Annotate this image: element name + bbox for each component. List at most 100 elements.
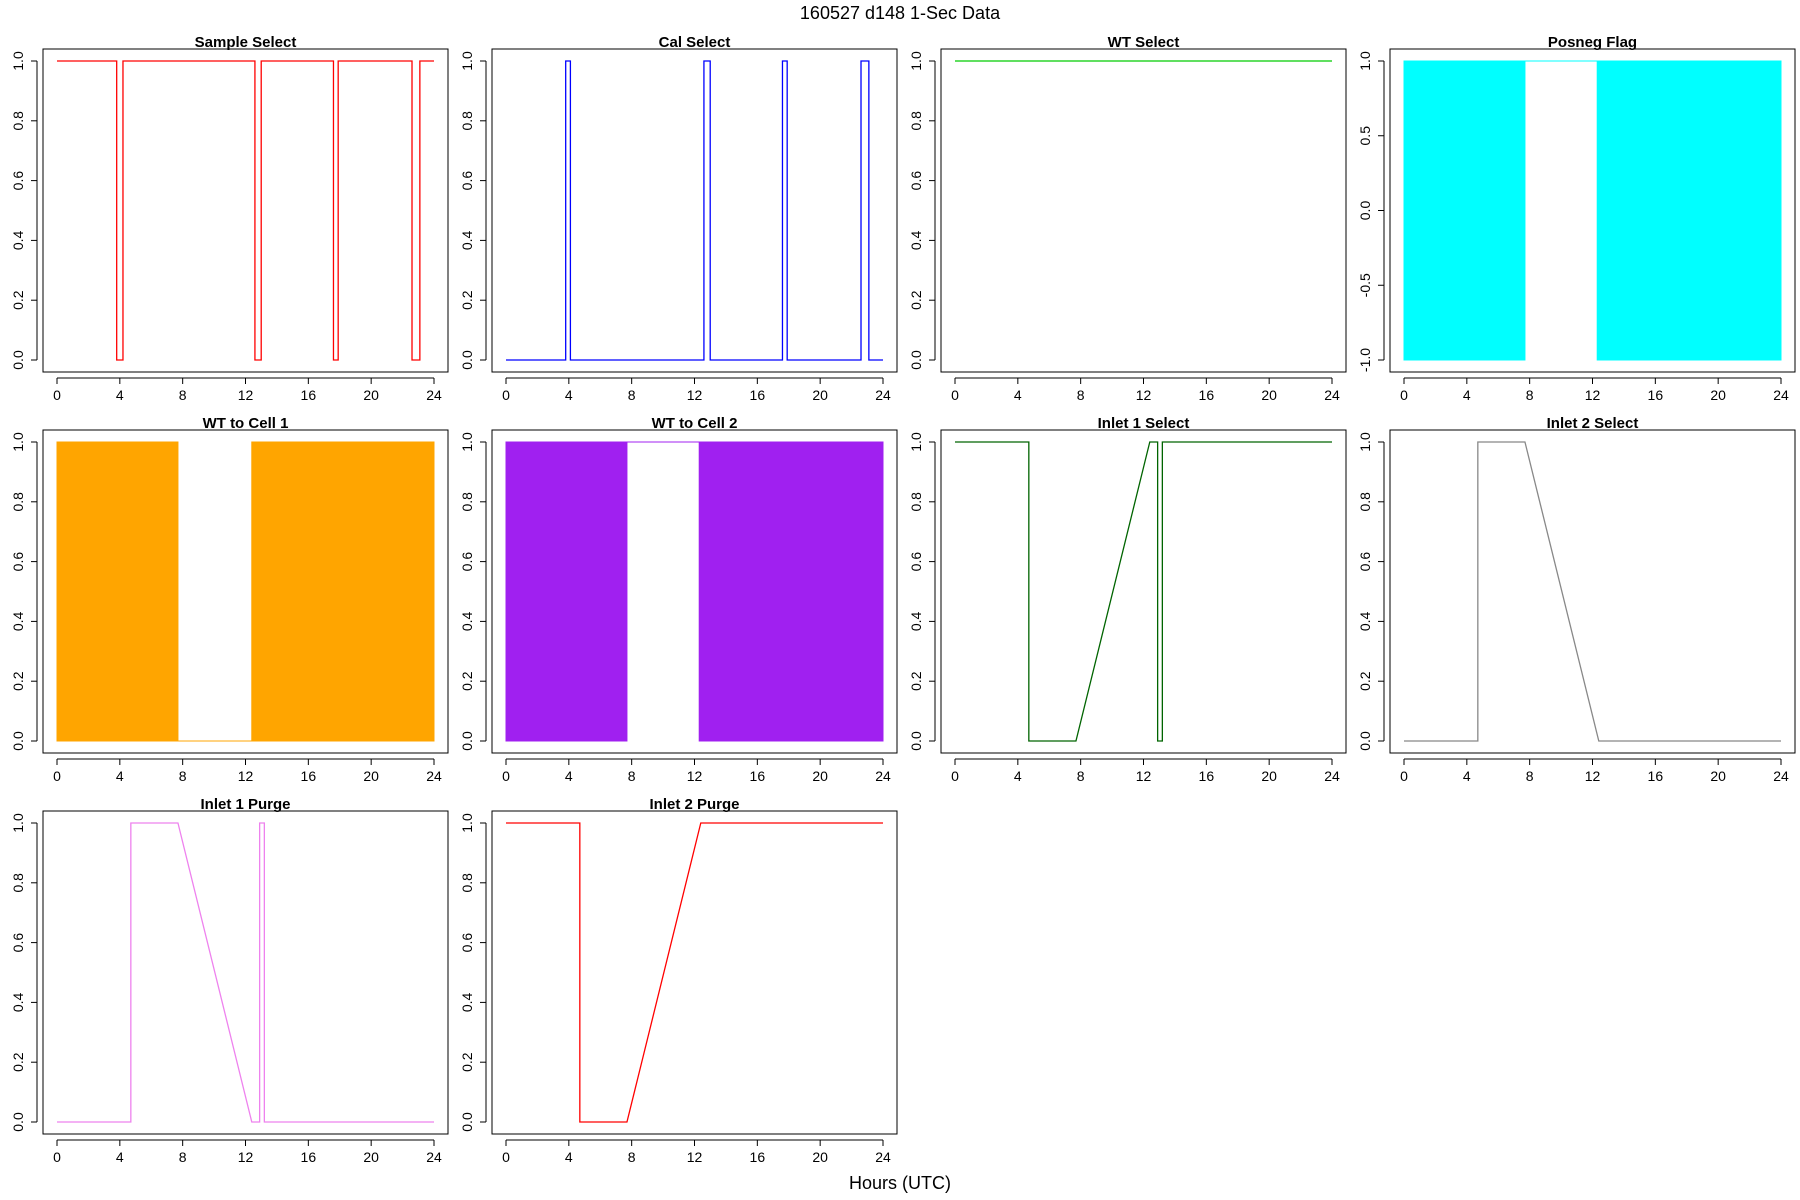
y-axis: 0.0 0.2 0.4 0.6 0.8 1.0	[459, 51, 487, 370]
y-tick-label: 0.0	[459, 1112, 475, 1132]
x-tick-label: 8	[179, 768, 187, 784]
y-tick-label: 0.0	[10, 731, 26, 751]
y-tick-label: -1.0	[1357, 348, 1373, 372]
x-tick-label: 0	[951, 387, 959, 403]
x-tick-label: 12	[1585, 387, 1601, 403]
plot-frame	[42, 48, 449, 373]
x-tick-label: 16	[750, 768, 766, 784]
x-tick-label: 20	[1261, 387, 1277, 403]
y-tick-label: 0.2	[459, 671, 475, 691]
x-tick-label: 0	[53, 387, 61, 403]
x-tick-label: 12	[687, 1149, 703, 1165]
y-tick-label: 0.6	[908, 552, 924, 572]
series-area	[1403, 60, 1782, 361]
x-tick-label: 8	[1526, 768, 1534, 784]
x-tick-label: 24	[426, 387, 442, 403]
x-axis: 0 4 8 12 16 20 24	[951, 377, 1340, 403]
x-axis: 0 4 8 12 16 20 24	[53, 758, 442, 784]
x-tick-label: 20	[812, 1149, 828, 1165]
y-tick-label: 0.8	[1357, 492, 1373, 512]
series-line	[57, 60, 434, 361]
x-tick-label: 12	[687, 768, 703, 784]
panel-1: Sample Select 0 4 8 12 16 20 24 0.0 0.2 0.4 0.6 0.8 1…	[10, 34, 449, 403]
y-tick-label: 0.0	[10, 350, 26, 370]
series-area	[56, 441, 435, 742]
x-axis: 0 4 8 12 16 20 24	[53, 377, 442, 403]
panel-title: WT Select	[1108, 34, 1180, 51]
x-axis: 0 4 8 12 16 20 24	[502, 377, 891, 403]
x-tick-label: 4	[565, 768, 573, 784]
x-tick-label: 16	[301, 1149, 317, 1165]
y-tick-label: 0.4	[908, 230, 924, 250]
y-tick-label: 1.0	[10, 432, 26, 452]
panel-title: Inlet 2 Purge	[649, 796, 739, 813]
panel-3: WT Select 0 4 8 12 16 20 24 0.0 0.2 0.4 0.6 0.8 1.0	[908, 34, 1347, 403]
x-axis: 0 4 8 12 16 20 24	[1400, 377, 1789, 403]
x-tick-label: 4	[116, 768, 124, 784]
y-axis: 0.0 0.2 0.4 0.6 0.8 1.0	[908, 51, 936, 370]
x-tick-label: 16	[301, 387, 317, 403]
x-tick-label: 12	[1136, 768, 1152, 784]
x-tick-label: 0	[53, 768, 61, 784]
x-tick-label: 8	[1077, 768, 1085, 784]
y-tick-label: 1.0	[908, 51, 924, 71]
x-tick-label: 16	[750, 1149, 766, 1165]
x-tick-label: 16	[1648, 768, 1664, 784]
y-axis: 0.0 0.2 0.4 0.6 0.8 1.0	[1357, 432, 1385, 751]
x-tick-label: 24	[1773, 387, 1789, 403]
y-tick-label: 0.6	[10, 933, 26, 953]
x-tick-label: 0	[951, 768, 959, 784]
x-tick-label: 12	[1136, 387, 1152, 403]
y-tick-label: 1.0	[459, 813, 475, 833]
y-axis: 0.0 0.2 0.4 0.6 0.8 1.0	[908, 432, 936, 751]
panel-title: Posneg Flag	[1548, 34, 1637, 51]
panel-title: WT to Cell 2	[652, 415, 738, 432]
y-tick-label: 0.4	[10, 230, 26, 250]
plot-frame	[491, 429, 898, 754]
x-tick-label: 20	[363, 387, 379, 403]
y-tick-label: 0.0	[459, 350, 475, 370]
series-area	[505, 441, 884, 742]
plot-frame	[491, 810, 898, 1135]
y-tick-label: -0.5	[1357, 273, 1373, 297]
y-tick-label: 0.8	[459, 873, 475, 893]
x-tick-label: 24	[1324, 387, 1340, 403]
x-tick-label: 12	[238, 768, 254, 784]
x-tick-label: 24	[1773, 768, 1789, 784]
y-tick-label: 1.0	[1357, 432, 1373, 452]
x-tick-label: 4	[116, 1149, 124, 1165]
x-tick-label: 12	[1585, 768, 1601, 784]
x-axis-label: Hours (UTC)	[849, 1173, 951, 1193]
x-tick-label: 20	[363, 768, 379, 784]
plot-frame	[940, 48, 1347, 373]
y-tick-label: 0.4	[908, 611, 924, 631]
panel-title: Inlet 1 Purge	[200, 796, 290, 813]
x-tick-label: 24	[426, 1149, 442, 1165]
series-line	[506, 822, 883, 1123]
x-tick-label: 24	[1324, 768, 1340, 784]
x-axis: 0 4 8 12 16 20 24	[502, 758, 891, 784]
y-tick-label: 0.0	[10, 1112, 26, 1132]
series-line	[506, 60, 883, 361]
y-tick-label: 0.6	[10, 552, 26, 572]
x-tick-label: 8	[179, 1149, 187, 1165]
panel-8: Inlet 2 Select 0 4 8 12 16 20 24 0.0 0.2 0.4 0.6 0.8…	[1357, 415, 1796, 784]
x-tick-label: 16	[301, 768, 317, 784]
x-tick-label: 8	[1077, 387, 1085, 403]
y-tick-label: 1.0	[459, 51, 475, 71]
y-tick-label: 0.4	[459, 611, 475, 631]
y-tick-label: 0.8	[908, 492, 924, 512]
y-tick-label: 0.0	[908, 731, 924, 751]
y-tick-label: 1.0	[1357, 51, 1373, 71]
plot-frame	[940, 429, 1347, 754]
y-tick-label: 0.8	[459, 111, 475, 131]
x-tick-label: 16	[1199, 387, 1215, 403]
y-tick-label: 0.8	[10, 111, 26, 131]
x-tick-label: 4	[565, 387, 573, 403]
y-tick-label: 0.8	[10, 492, 26, 512]
y-tick-label: 0.4	[10, 611, 26, 631]
y-axis: 0.0 0.2 0.4 0.6 0.8 1.0	[10, 51, 38, 370]
y-tick-label: 0.0	[1357, 731, 1373, 751]
series-line	[1404, 441, 1781, 742]
x-tick-label: 24	[875, 1149, 891, 1165]
